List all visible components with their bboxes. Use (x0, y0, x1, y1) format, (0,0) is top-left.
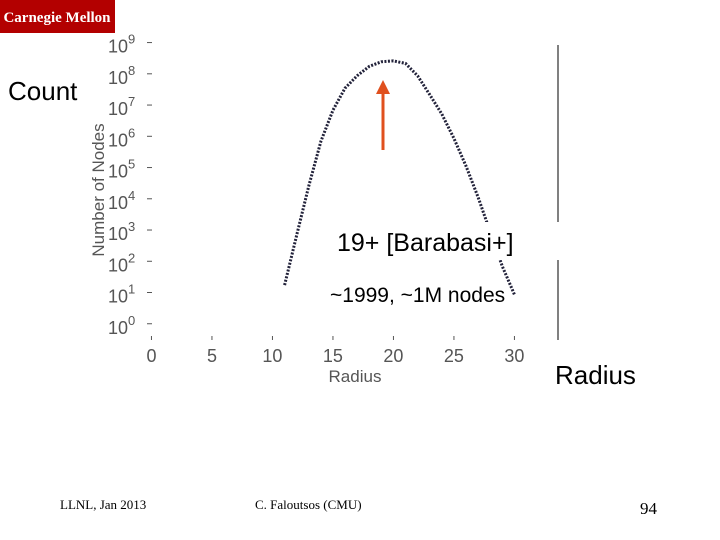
x-tick-label: 0 (146, 346, 156, 366)
y-tick-exp: 0 (128, 313, 135, 328)
y-tick-base: 10 (108, 224, 128, 244)
y-label: Number of Nodes (89, 123, 108, 256)
x-tick-label: 25 (444, 346, 464, 366)
logo-box (0, 0, 115, 33)
y-tick-label: 105 (108, 157, 135, 182)
x-tick-label: 30 (504, 346, 524, 366)
y-tick-exp: 8 (128, 63, 135, 78)
y-tick-base: 10 (108, 255, 128, 275)
y-tick-exp: 5 (128, 157, 135, 172)
y-tick-exp: 4 (128, 188, 135, 203)
note: ~1999, ~1M nodes (330, 284, 505, 307)
y-tick-label: 106 (108, 125, 135, 150)
y-tick-label: 107 (108, 94, 135, 119)
y-tick-label: 103 (108, 219, 135, 244)
label-box (333, 222, 561, 260)
y-tick-label: 104 (108, 188, 135, 213)
y-tick-label: 102 (108, 250, 135, 275)
logo: Carnegie Mellon (3, 10, 111, 26)
x-label: Radius (329, 367, 382, 386)
y-tick-exp: 9 (128, 32, 135, 47)
x-tick-label: 5 (207, 346, 217, 366)
y-tick-exp: 1 (128, 282, 135, 297)
y-tick-exp: 6 (128, 125, 135, 140)
y-tick-label: 100 (108, 313, 135, 338)
y-tick-base: 10 (108, 193, 128, 213)
y-tick-label: 101 (108, 282, 135, 307)
x-title: Radius (555, 360, 636, 390)
x-tick-label: 10 (262, 346, 282, 366)
y-tick-base: 10 (108, 162, 128, 182)
y-tick-exp: 2 (128, 250, 135, 265)
y-tick-exp: 7 (128, 94, 135, 109)
data-line (283, 59, 516, 296)
y-tick-base: 10 (108, 130, 128, 150)
peak-label: 19+ [Barabasi+] (337, 229, 514, 257)
y-title: Count (8, 76, 78, 106)
annotations: Count 19+ [Barabasi+] ~1999, ~1M nodes R… (8, 76, 636, 390)
page-number: 94 (640, 499, 658, 518)
y-tick-base: 10 (108, 68, 128, 88)
x-tick-label: 15 (323, 346, 343, 366)
arrow-head (376, 80, 390, 94)
y-tick-base: 10 (108, 318, 128, 338)
y-tick-base: 10 (108, 99, 128, 119)
y-tick-base: 10 (108, 37, 128, 57)
y-tick-label: 109 (108, 32, 135, 57)
y-tick-exp: 3 (128, 219, 135, 234)
footer-center: C. Faloutsos (CMU) (255, 497, 362, 512)
footer-left: LLNL, Jan 2013 (60, 497, 146, 512)
y-tick-base: 10 (108, 287, 128, 307)
x-tick-label: 20 (383, 346, 403, 366)
y-tick-label: 108 (108, 63, 135, 88)
